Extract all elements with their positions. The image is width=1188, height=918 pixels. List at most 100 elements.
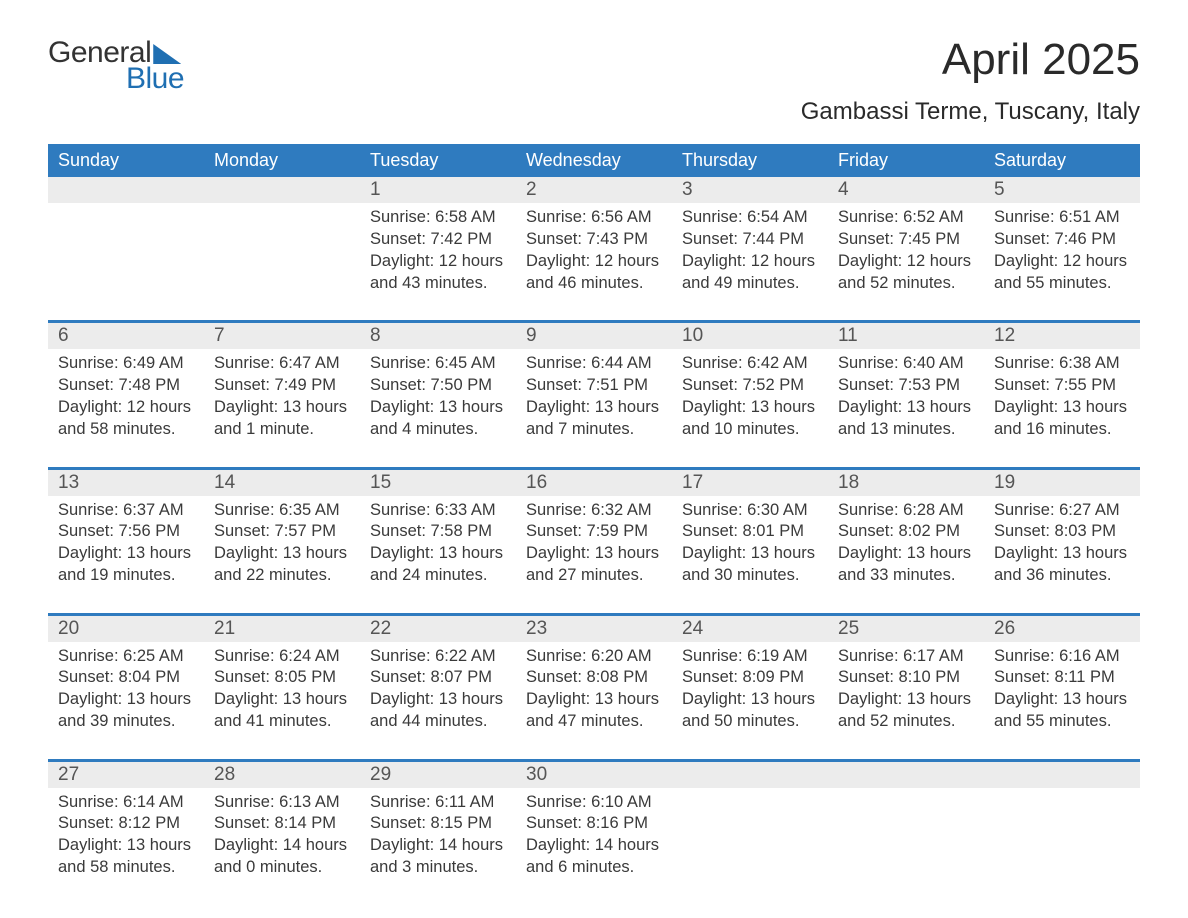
day-daylight2-text: and 50 minutes. (682, 711, 818, 733)
day-cell: Sunrise: 6:40 AMSunset: 7:53 PMDaylight:… (828, 349, 984, 440)
day-daylight1-text: Daylight: 12 hours (838, 251, 974, 273)
day-sunrise-text: Sunrise: 6:27 AM (994, 500, 1130, 522)
day-daylight2-text: and 24 minutes. (370, 565, 506, 587)
day-daylight2-text: and 1 minute. (214, 419, 350, 441)
day-sunrise-text: Sunrise: 6:38 AM (994, 353, 1130, 375)
day-cell: Sunrise: 6:56 AMSunset: 7:43 PMDaylight:… (516, 203, 672, 294)
week-body-row: Sunrise: 6:37 AMSunset: 7:56 PMDaylight:… (48, 496, 1140, 613)
day-daylight2-text: and 16 minutes. (994, 419, 1130, 441)
day-sunrise-text: Sunrise: 6:10 AM (526, 792, 662, 814)
date-number-row: 20212223242526 (48, 613, 1140, 642)
date-number: 5 (984, 177, 1140, 203)
date-number (204, 177, 360, 203)
day-daylight1-text: Daylight: 13 hours (526, 689, 662, 711)
logo-word-blue: Blue (126, 62, 184, 96)
day-sunset-text: Sunset: 7:52 PM (682, 375, 818, 397)
day-sunrise-text: Sunrise: 6:25 AM (58, 646, 194, 668)
day-sunrise-text: Sunrise: 6:30 AM (682, 500, 818, 522)
date-number: 9 (516, 323, 672, 349)
day-daylight2-text: and 49 minutes. (682, 273, 818, 295)
day-daylight2-text: and 19 minutes. (58, 565, 194, 587)
date-number: 2 (516, 177, 672, 203)
date-number: 17 (672, 470, 828, 496)
day-daylight1-text: Daylight: 14 hours (526, 835, 662, 857)
week-body-row: Sunrise: 6:14 AMSunset: 8:12 PMDaylight:… (48, 788, 1140, 889)
day-sunrise-text: Sunrise: 6:32 AM (526, 500, 662, 522)
day-cell: Sunrise: 6:24 AMSunset: 8:05 PMDaylight:… (204, 642, 360, 733)
weeks-container: 12345Sunrise: 6:58 AMSunset: 7:42 PMDayl… (48, 177, 1140, 888)
date-number-row: 27282930 (48, 759, 1140, 788)
day-cell: Sunrise: 6:30 AMSunset: 8:01 PMDaylight:… (672, 496, 828, 587)
day-daylight1-text: Daylight: 13 hours (58, 689, 194, 711)
day-sunset-text: Sunset: 7:55 PM (994, 375, 1130, 397)
day-sunrise-text: Sunrise: 6:49 AM (58, 353, 194, 375)
day-daylight1-text: Daylight: 13 hours (994, 543, 1130, 565)
day-cell: Sunrise: 6:16 AMSunset: 8:11 PMDaylight:… (984, 642, 1140, 733)
day-daylight2-text: and 22 minutes. (214, 565, 350, 587)
logo: General Blue (48, 36, 184, 96)
day-daylight1-text: Daylight: 13 hours (838, 689, 974, 711)
week-body-row: Sunrise: 6:49 AMSunset: 7:48 PM Daylight:… (48, 349, 1140, 466)
day-daylight1-text: Daylight: 13 hours (682, 543, 818, 565)
day-sunset-text: Sunset: 7:49 PM (214, 375, 350, 397)
date-number: 14 (204, 470, 360, 496)
day-sunset-text: Sunset: 8:05 PM (214, 667, 350, 689)
date-number: 20 (48, 616, 204, 642)
day-sunrise-text: Sunrise: 6:54 AM (682, 207, 818, 229)
day-sunrise-text: Sunrise: 6:16 AM (994, 646, 1130, 668)
day-daylight1-text: Daylight: 12 hours (526, 251, 662, 273)
day-sunset-text: Sunset: 8:16 PM (526, 813, 662, 835)
day-daylight1-text: Daylight: 13 hours (370, 543, 506, 565)
day-sunrise-text: Sunrise: 6:11 AM (370, 792, 506, 814)
weekday-header: Thursday (672, 144, 828, 177)
day-sunrise-text: Sunrise: 6:42 AM (682, 353, 818, 375)
day-daylight2-text: and 30 minutes. (682, 565, 818, 587)
day-daylight1-text: Daylight: 13 hours (994, 689, 1130, 711)
day-daylight1-text: Daylight: 13 hours (682, 397, 818, 419)
day-daylight1-text: Daylight: 14 hours (214, 835, 350, 857)
day-sunrise-text: Sunrise: 6:44 AM (526, 353, 662, 375)
date-number: 19 (984, 470, 1140, 496)
day-daylight2-text: and 10 minutes. (682, 419, 818, 441)
day-daylight2-text: and 6 minutes. (526, 857, 662, 879)
day-sunset-text: Sunset: 7:48 PM (58, 375, 194, 397)
location-subtitle: Gambassi Terme, Tuscany, Italy (801, 98, 1140, 126)
day-sunrise-text: Sunrise: 6:24 AM (214, 646, 350, 668)
day-daylight2-text: and 47 minutes. (526, 711, 662, 733)
day-cell (204, 203, 360, 294)
day-sunset-text: Sunset: 8:04 PM (58, 667, 194, 689)
flag-icon (153, 44, 181, 64)
day-sunrise-text: Sunrise: 6:33 AM (370, 500, 506, 522)
day-daylight2-text: and 3 minutes. (370, 857, 506, 879)
day-sunrise-text: Sunrise: 6:20 AM (526, 646, 662, 668)
day-cell: Sunrise: 6:35 AMSunset: 7:57 PMDaylight:… (204, 496, 360, 587)
day-daylight2-text: and 52 minutes. (838, 711, 974, 733)
date-number: 11 (828, 323, 984, 349)
day-cell: Sunrise: 6:44 AMSunset: 7:51 PMDaylight:… (516, 349, 672, 440)
day-sunset-text: Sunset: 8:08 PM (526, 667, 662, 689)
day-daylight2-text: and 36 minutes. (994, 565, 1130, 587)
date-number: 12 (984, 323, 1140, 349)
day-cell: Sunrise: 6:47 AMSunset: 7:49 PMDaylight:… (204, 349, 360, 440)
day-cell: Sunrise: 6:58 AMSunset: 7:42 PMDaylight:… (360, 203, 516, 294)
day-cell: Sunrise: 6:25 AMSunset: 8:04 PMDaylight:… (48, 642, 204, 733)
day-sunset-text: Sunset: 7:57 PM (214, 521, 350, 543)
day-sunset-text: Sunset: 7:51 PM (526, 375, 662, 397)
day-sunrise-text: Sunrise: 6:14 AM (58, 792, 194, 814)
day-cell: Sunrise: 6:10 AMSunset: 8:16 PMDaylight:… (516, 788, 672, 879)
day-cell: Sunrise: 6:11 AMSunset: 8:15 PMDaylight:… (360, 788, 516, 879)
day-cell: Sunrise: 6:22 AMSunset: 8:07 PMDaylight:… (360, 642, 516, 733)
day-cell: Sunrise: 6:28 AMSunset: 8:02 PMDaylight:… (828, 496, 984, 587)
date-number (984, 762, 1140, 788)
date-number: 21 (204, 616, 360, 642)
date-number (672, 762, 828, 788)
date-number: 10 (672, 323, 828, 349)
day-daylight2-text: and 13 minutes. (838, 419, 974, 441)
week-body-row: Sunrise: 6:58 AMSunset: 7:42 PMDaylight:… (48, 203, 1140, 320)
day-sunset-text: Sunset: 8:14 PM (214, 813, 350, 835)
day-cell: Sunrise: 6:13 AMSunset: 8:14 PMDaylight:… (204, 788, 360, 879)
day-cell (828, 788, 984, 879)
day-daylight1-text: Daylight: 12 hours (682, 251, 818, 273)
day-sunrise-text: Sunrise: 6:47 AM (214, 353, 350, 375)
calendar: SundayMondayTuesdayWednesdayThursdayFrid… (48, 144, 1140, 888)
